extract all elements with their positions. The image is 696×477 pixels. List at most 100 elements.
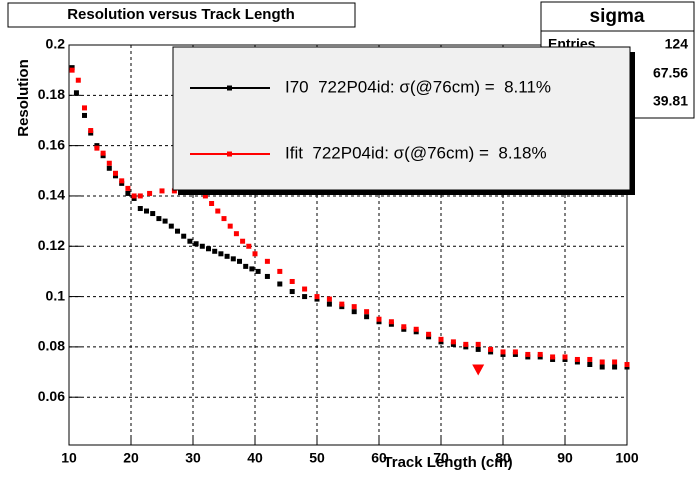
point — [94, 143, 100, 149]
point — [156, 216, 162, 222]
point — [351, 304, 357, 310]
point — [100, 153, 106, 159]
x-tick-label: 60 — [371, 450, 387, 466]
point — [199, 243, 205, 249]
point — [438, 339, 444, 345]
point — [73, 90, 79, 96]
point — [144, 208, 149, 214]
point — [82, 112, 87, 118]
point — [599, 359, 605, 365]
point — [302, 294, 308, 300]
point — [212, 248, 218, 254]
point — [612, 359, 618, 365]
point — [463, 341, 469, 347]
x-tick-label: 90 — [557, 450, 573, 466]
point — [599, 364, 605, 370]
point — [187, 238, 193, 244]
point — [488, 346, 494, 352]
point — [215, 208, 221, 214]
point — [475, 346, 481, 352]
point — [230, 256, 236, 262]
point — [243, 263, 249, 269]
y-tick-label: 0.06 — [38, 388, 65, 404]
point — [562, 354, 568, 360]
point — [159, 188, 165, 194]
point — [113, 173, 118, 179]
point — [252, 251, 258, 257]
point — [450, 341, 456, 347]
legend-marker — [227, 151, 232, 157]
point — [69, 67, 75, 73]
chart-title: Resolution versus Track Length — [67, 6, 295, 23]
point — [512, 349, 518, 355]
point — [624, 361, 630, 367]
point — [339, 304, 345, 310]
legend-entries: I70 722P04id: σ(@76cm) = 8.11% Ifit 722P0… — [190, 77, 551, 162]
point — [75, 77, 81, 83]
point — [314, 296, 320, 302]
point — [181, 233, 187, 239]
point — [587, 361, 593, 367]
point — [277, 281, 283, 287]
y-tick-label: 0.2 — [46, 36, 66, 52]
y-tick-label: 0.08 — [38, 338, 65, 354]
point — [137, 206, 143, 212]
point — [131, 195, 137, 201]
point — [233, 231, 239, 237]
x-tick-label: 30 — [185, 450, 201, 466]
point — [500, 349, 506, 355]
point — [450, 339, 456, 345]
y-tick-label: 0.18 — [38, 86, 65, 102]
stats-value: 124 — [665, 36, 689, 52]
point — [500, 351, 506, 357]
point — [289, 289, 295, 295]
point — [224, 253, 230, 259]
legend-label: Ifit 722P04id: σ(@76cm) = 8.18% — [285, 143, 547, 162]
point — [587, 356, 593, 362]
y-axis-label: Resolution — [15, 59, 32, 137]
point — [339, 301, 345, 307]
point — [351, 309, 357, 315]
point — [264, 273, 270, 279]
x-tick-label: 80 — [495, 450, 511, 466]
point — [388, 319, 394, 325]
stats-value: 67.56 — [653, 65, 688, 81]
point — [106, 165, 112, 171]
point — [94, 145, 100, 151]
y-tick-label: 0.14 — [38, 187, 65, 203]
point — [302, 286, 308, 292]
x-tick-label: 20 — [123, 450, 139, 466]
marker — [472, 364, 485, 376]
point — [413, 329, 419, 335]
point — [150, 211, 156, 217]
point — [525, 354, 531, 360]
point — [326, 296, 332, 302]
legend — [172, 46, 631, 191]
point — [237, 258, 242, 264]
point — [426, 334, 432, 340]
point — [171, 188, 177, 194]
point — [147, 190, 153, 196]
marks — [69, 65, 630, 376]
legend-label: I70 722P04id: σ(@76cm) = 8.11% — [285, 77, 551, 96]
point — [401, 324, 407, 330]
point — [193, 241, 199, 247]
point — [550, 354, 556, 360]
x-tick-label: 50 — [309, 450, 325, 466]
point — [326, 301, 332, 307]
stats-value: 39.81 — [653, 93, 688, 109]
y-tick-label: 0.12 — [38, 237, 65, 253]
point — [162, 218, 168, 224]
point — [227, 223, 233, 229]
point — [512, 351, 518, 357]
point — [106, 160, 112, 166]
point — [624, 364, 630, 370]
x-tick-label: 100 — [615, 450, 639, 466]
point — [475, 341, 481, 347]
stats-title: sigma — [590, 6, 645, 27]
point — [88, 128, 94, 134]
point — [376, 319, 382, 325]
title-box — [7, 2, 356, 28]
point — [119, 180, 125, 186]
